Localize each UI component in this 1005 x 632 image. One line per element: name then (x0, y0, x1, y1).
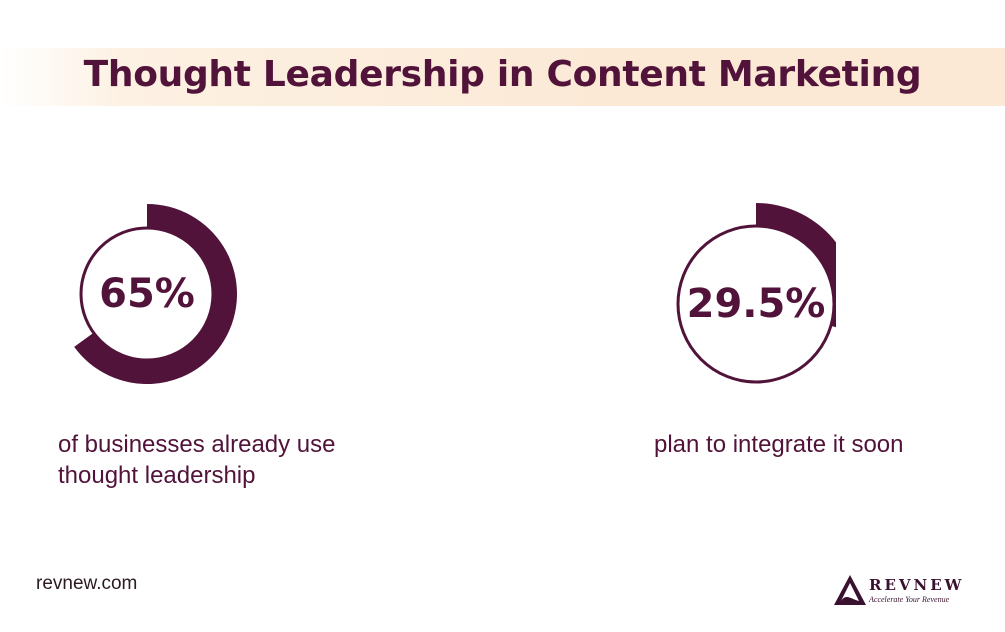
stat-caption-line: thought leadership (58, 462, 256, 489)
donut-29-5: 29.5% (654, 203, 836, 385)
stat-value: 65% (99, 271, 195, 317)
stat-caption-line: of businesses already use (58, 431, 336, 458)
donut-arc (74, 204, 237, 384)
logo-tagline: Accelerate Your Revenue (869, 595, 950, 604)
donut-65: 65% (56, 203, 238, 385)
stat-caption-line: plan to integrate it soon (654, 431, 904, 458)
stat-caption-1: of businesses already use thought leader… (58, 429, 336, 491)
revnew-logo-icon (834, 575, 866, 605)
donut-arc (756, 203, 836, 328)
page-title: Thought Leadership in Content Marketing (83, 54, 922, 95)
stat-value: 29.5% (686, 281, 826, 327)
logo-name: REVNEW (869, 576, 965, 594)
title-band (0, 48, 1005, 106)
stat-caption-2: plan to integrate it soon (654, 429, 904, 460)
revnew-logo: REVNEW Accelerate Your Revenue (833, 573, 973, 607)
site-url[interactable]: revnew.com (36, 573, 138, 594)
